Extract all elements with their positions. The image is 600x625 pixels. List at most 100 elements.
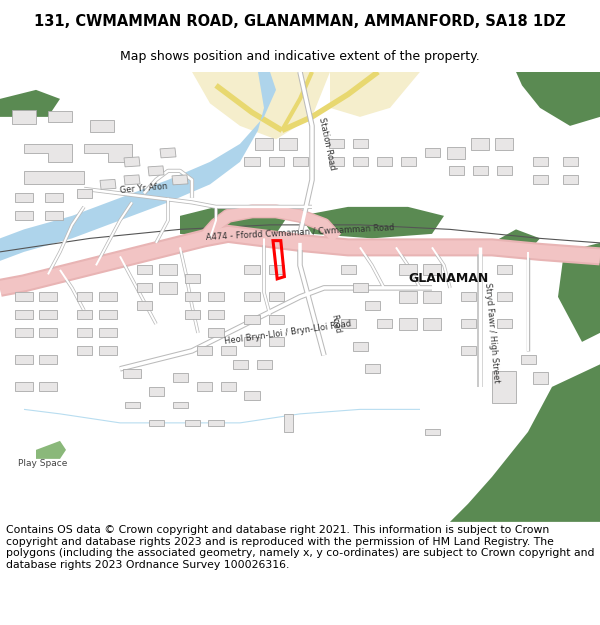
Text: Road: Road (329, 314, 343, 334)
FancyBboxPatch shape (461, 292, 476, 301)
FancyBboxPatch shape (245, 292, 260, 301)
FancyBboxPatch shape (15, 311, 33, 319)
FancyBboxPatch shape (284, 414, 293, 432)
FancyBboxPatch shape (401, 158, 416, 166)
FancyBboxPatch shape (255, 138, 273, 149)
FancyBboxPatch shape (221, 382, 235, 391)
FancyBboxPatch shape (185, 292, 199, 301)
Polygon shape (0, 72, 276, 261)
FancyBboxPatch shape (125, 401, 139, 408)
FancyBboxPatch shape (209, 292, 223, 301)
FancyBboxPatch shape (99, 346, 117, 356)
FancyBboxPatch shape (197, 382, 212, 391)
FancyBboxPatch shape (77, 328, 91, 338)
FancyBboxPatch shape (172, 175, 188, 185)
Polygon shape (300, 207, 444, 238)
Text: Stryd Fawr / High Street: Stryd Fawr / High Street (483, 282, 501, 383)
FancyBboxPatch shape (99, 292, 117, 301)
FancyBboxPatch shape (245, 338, 260, 346)
FancyBboxPatch shape (209, 328, 223, 338)
FancyBboxPatch shape (533, 158, 548, 166)
Text: Heol Bryn-Lloi / Bryn-Lloi Road: Heol Bryn-Lloi / Bryn-Lloi Road (224, 319, 352, 346)
FancyBboxPatch shape (279, 138, 297, 149)
Text: Contains OS data © Crown copyright and database right 2021. This information is : Contains OS data © Crown copyright and d… (6, 525, 595, 570)
Text: A474 - Ffordd Cwmaman / Cwmamman Road: A474 - Ffordd Cwmaman / Cwmamman Road (205, 222, 395, 241)
FancyBboxPatch shape (124, 157, 140, 167)
FancyBboxPatch shape (123, 369, 141, 378)
FancyBboxPatch shape (221, 346, 235, 356)
Polygon shape (558, 243, 600, 342)
FancyBboxPatch shape (15, 292, 33, 301)
FancyBboxPatch shape (159, 264, 177, 276)
Text: Map shows position and indicative extent of the property.: Map shows position and indicative extent… (120, 49, 480, 62)
FancyBboxPatch shape (269, 338, 284, 346)
FancyBboxPatch shape (399, 318, 417, 329)
FancyBboxPatch shape (399, 264, 417, 276)
FancyBboxPatch shape (39, 356, 57, 364)
FancyBboxPatch shape (447, 148, 465, 159)
FancyBboxPatch shape (245, 158, 260, 166)
FancyBboxPatch shape (173, 373, 187, 382)
Text: Ger Yr Afon: Ger Yr Afon (119, 182, 169, 196)
FancyBboxPatch shape (77, 292, 91, 301)
FancyBboxPatch shape (533, 176, 548, 184)
FancyBboxPatch shape (449, 166, 464, 176)
FancyBboxPatch shape (100, 179, 116, 189)
FancyBboxPatch shape (209, 311, 223, 319)
Polygon shape (180, 207, 288, 238)
FancyBboxPatch shape (377, 158, 392, 166)
FancyBboxPatch shape (77, 311, 91, 319)
FancyBboxPatch shape (471, 138, 489, 149)
Polygon shape (84, 144, 132, 162)
Polygon shape (450, 364, 600, 522)
FancyBboxPatch shape (495, 138, 513, 149)
FancyBboxPatch shape (185, 274, 199, 283)
Polygon shape (330, 72, 420, 117)
FancyBboxPatch shape (365, 364, 380, 373)
FancyBboxPatch shape (185, 419, 199, 426)
FancyBboxPatch shape (365, 301, 380, 311)
FancyBboxPatch shape (353, 139, 367, 148)
FancyBboxPatch shape (99, 328, 117, 338)
FancyBboxPatch shape (90, 120, 114, 131)
FancyBboxPatch shape (137, 266, 151, 274)
Polygon shape (24, 144, 72, 162)
FancyBboxPatch shape (329, 158, 344, 166)
FancyBboxPatch shape (209, 419, 223, 426)
FancyBboxPatch shape (39, 311, 57, 319)
FancyBboxPatch shape (15, 328, 33, 338)
FancyBboxPatch shape (563, 176, 577, 184)
Text: GLANAMAN: GLANAMAN (408, 272, 488, 286)
FancyBboxPatch shape (245, 266, 260, 274)
FancyBboxPatch shape (425, 148, 439, 158)
Polygon shape (0, 72, 600, 522)
FancyBboxPatch shape (48, 111, 72, 123)
Polygon shape (516, 72, 600, 126)
FancyBboxPatch shape (377, 319, 392, 328)
FancyBboxPatch shape (497, 266, 511, 274)
FancyBboxPatch shape (45, 193, 63, 202)
Polygon shape (0, 90, 60, 117)
FancyBboxPatch shape (15, 356, 33, 364)
FancyBboxPatch shape (497, 292, 511, 301)
FancyBboxPatch shape (293, 158, 308, 166)
FancyBboxPatch shape (353, 158, 367, 166)
FancyBboxPatch shape (39, 382, 57, 391)
FancyBboxPatch shape (39, 292, 57, 301)
FancyBboxPatch shape (173, 401, 187, 408)
Text: Station Road: Station Road (317, 117, 337, 171)
FancyBboxPatch shape (533, 372, 548, 384)
FancyBboxPatch shape (15, 211, 33, 221)
FancyBboxPatch shape (353, 283, 367, 292)
FancyBboxPatch shape (257, 360, 271, 369)
FancyBboxPatch shape (45, 211, 63, 221)
FancyBboxPatch shape (423, 318, 441, 329)
FancyBboxPatch shape (492, 371, 516, 402)
FancyBboxPatch shape (245, 391, 260, 401)
FancyBboxPatch shape (497, 319, 511, 328)
FancyBboxPatch shape (77, 189, 91, 198)
FancyBboxPatch shape (269, 292, 284, 301)
FancyBboxPatch shape (399, 291, 417, 302)
FancyBboxPatch shape (12, 110, 36, 124)
FancyBboxPatch shape (521, 356, 536, 364)
